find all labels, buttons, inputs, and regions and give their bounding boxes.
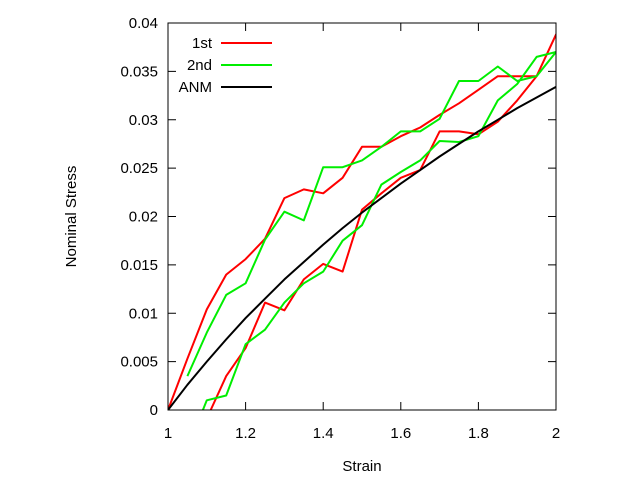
x-tick-label: 2 [552,425,560,442]
legend: 1st 2nd ANM [179,35,272,96]
y-tick-label: 0.005 [120,354,158,371]
y-tick-label: 0.025 [120,160,158,177]
y-tick-label: 0.035 [120,63,158,80]
y-tick-label: 0 [150,402,158,419]
y-tick-label: 0.03 [129,112,158,129]
series-line-2nd [186,51,556,410]
legend-label-1st: 1st [192,35,213,52]
y-axis-label: Nominal Stress [63,166,80,268]
series-line-1st [168,33,556,410]
plot-frame [167,22,557,411]
y-tick-label: 0.04 [129,15,158,32]
x-tick-label: 1.8 [468,425,489,442]
series-layer [168,33,556,410]
x-tick-label: 1.4 [313,425,334,442]
x-tick-label: 1.2 [235,425,256,442]
x-axis-label: Strain [342,458,381,475]
legend-label-2nd: 2nd [187,57,212,74]
x-tick-label: 1.6 [390,425,411,442]
y-tick-label: 0.015 [120,257,158,274]
ticks-layer: 1 1.2 1.4 1.6 1.8 2 0 0.005 0.01 0.015 0.02 0.025 0.… [120,15,560,442]
x-tick-label: 1 [164,425,172,442]
series-line-anm [168,86,556,410]
y-tick-label: 0.01 [129,305,158,322]
legend-label-anm: ANM [179,79,212,96]
y-tick-label: 0.02 [129,209,158,226]
